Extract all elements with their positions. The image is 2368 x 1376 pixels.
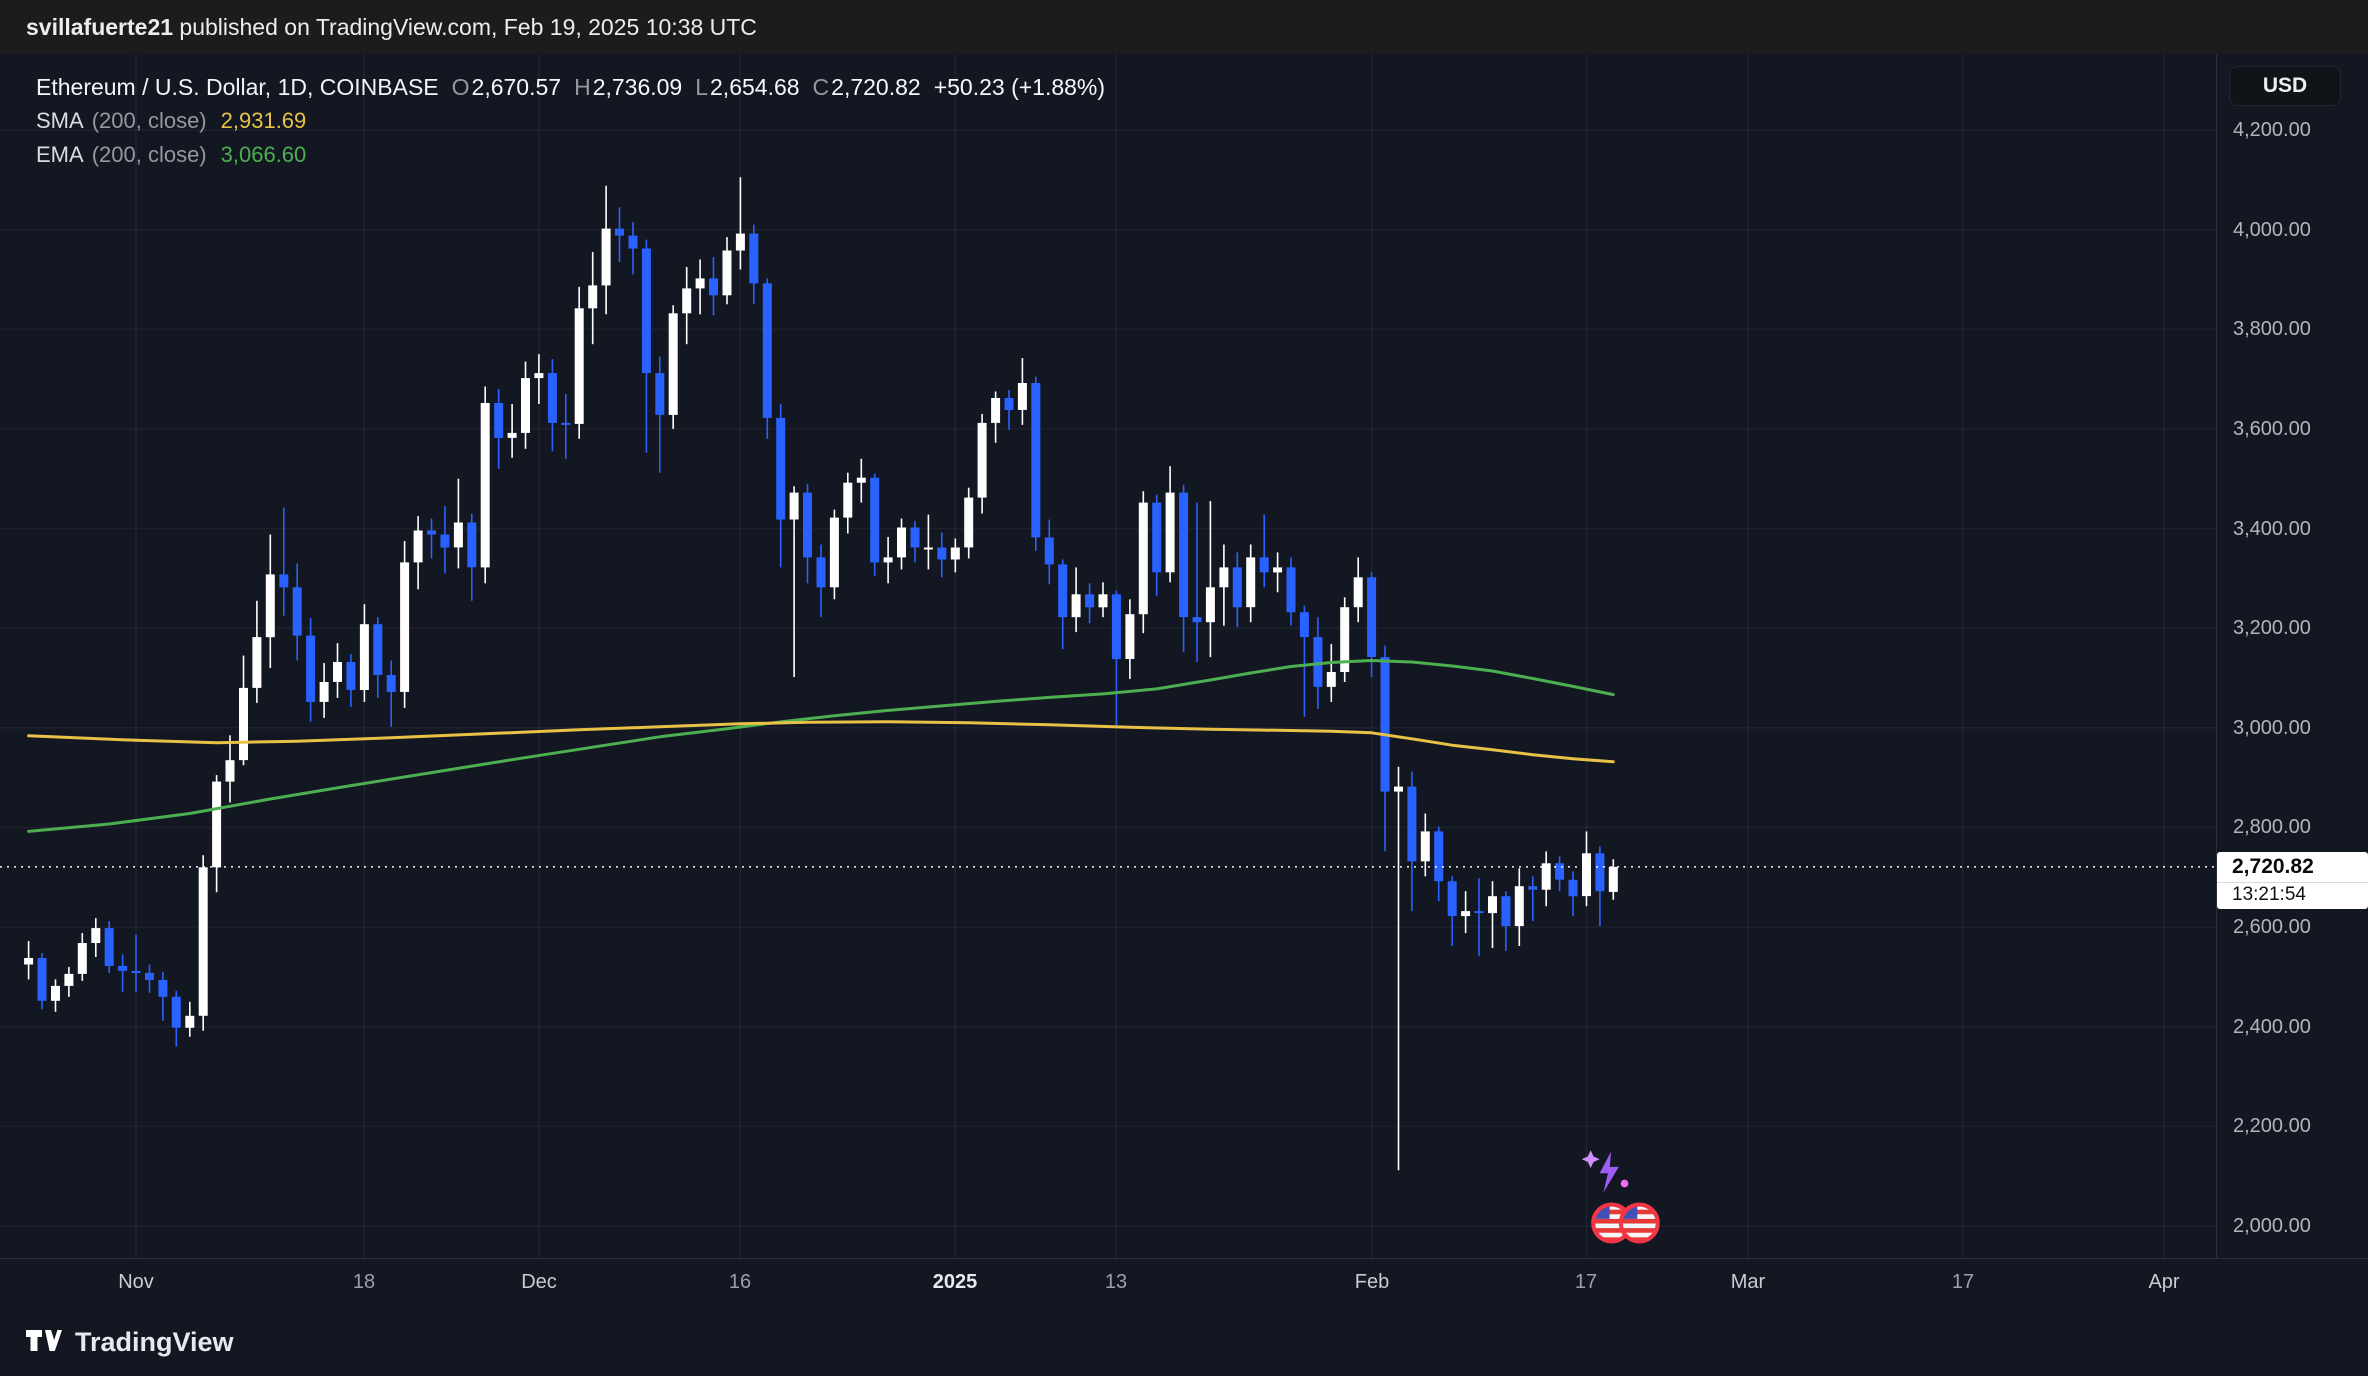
time-tick-label: Nov — [118, 1271, 154, 1293]
price-tick-label: 3,200.00 — [2233, 617, 2311, 639]
ema-name: EMA — [36, 142, 84, 167]
publisher-username: svillafuerte21 — [26, 13, 174, 40]
us-flag-event-icon[interactable] — [1586, 1197, 1666, 1249]
price-tick-label: 3,600.00 — [2233, 418, 2311, 440]
publish-text: svillafuerte21 published on TradingView.… — [26, 14, 757, 41]
sma-legend-row: SMA (200, close) 2,931.69 — [36, 104, 1105, 138]
symbol-legend-row: Ethereum / U.S. Dollar, 1D, COINBASE O2,6… — [36, 70, 1105, 104]
ema-legend-row: EMA (200, close) 3,066.60 — [36, 138, 1105, 172]
tradingview-logo[interactable] — [26, 1328, 62, 1356]
ema-params: (200, close) — [91, 142, 207, 167]
ema-value: 3,066.60 — [220, 142, 307, 167]
price-tick-label: 3,000.00 — [2233, 717, 2311, 739]
time-tick-label: 13 — [1104, 1271, 1128, 1293]
publish-header: svillafuerte21 published on TradingView.… — [0, 0, 2368, 54]
time-tick-label: Dec — [521, 1271, 557, 1293]
ohlc-high-label: H — [574, 74, 591, 100]
time-tick-label: Feb — [1354, 1271, 1390, 1293]
ohlc-close-label: C — [812, 74, 830, 100]
price-tick-label: 2,000.00 — [2233, 1215, 2311, 1237]
price-axis[interactable]: USD 4,200.00 4,000.00 3,800.00 3,600.00 3,40… — [2216, 54, 2368, 1258]
time-tick-label: Apr — [2148, 1271, 2180, 1293]
price-tick-label: 2,800.00 — [2233, 816, 2311, 838]
time-tick-label: 18 — [352, 1271, 376, 1293]
price-tick-label: 4,000.00 — [2233, 219, 2311, 241]
candlestick-plot[interactable] — [0, 54, 2216, 1258]
publish-text-rest: published on TradingView.com, Feb 19, 20… — [173, 13, 757, 40]
chart-area: Ethereum / U.S. Dollar, 1D, COINBASE O2,6… — [0, 54, 2368, 1308]
price-tick-label: 2,200.00 — [2233, 1115, 2311, 1137]
price-tick-label: 3,800.00 — [2233, 318, 2311, 340]
price-tick-label: 4,200.00 — [2233, 119, 2311, 141]
time-tick-label: Mar — [1730, 1271, 1766, 1293]
sma-params: (200, close) — [91, 108, 207, 133]
sparkle-event-icon[interactable] — [1580, 1149, 1632, 1195]
ohlc-open-value: 2,670.57 — [471, 74, 562, 100]
price-tick-label: 2,600.00 — [2233, 916, 2311, 938]
price-tick-label: 3,400.00 — [2233, 518, 2311, 540]
currency-toggle-button[interactable]: USD — [2229, 66, 2341, 106]
change-value: +50.23 (+1.88%) — [933, 74, 1106, 100]
time-tick-label: 17 — [1951, 1271, 1975, 1293]
sma-name: SMA — [36, 108, 84, 133]
symbol-title: Ethereum / U.S. Dollar, 1D, COINBASE — [36, 74, 439, 100]
time-axis[interactable]: Nov 18 Dec 16 2025 13 Feb 17 Mar 17 Apr — [0, 1258, 2368, 1308]
ohlc-close-value: 2,720.82 — [831, 74, 921, 100]
chart-legend: Ethereum / U.S. Dollar, 1D, COINBASE O2,6… — [36, 70, 1105, 172]
ohlc-open-label: O — [451, 74, 470, 100]
ohlc-low-value: 2,654.68 — [710, 74, 800, 100]
time-tick-label: 16 — [728, 1271, 752, 1293]
time-tick-label: 2025 — [932, 1271, 978, 1293]
time-tick-label: 17 — [1574, 1271, 1598, 1293]
bar-close-countdown: 13:21:54 — [2217, 882, 2368, 909]
ohlc-high-value: 2,736.09 — [592, 74, 683, 100]
price-tick-label: 2,400.00 — [2233, 1016, 2311, 1038]
page-footer: TradingView — [0, 1308, 2368, 1376]
last-price-value: 2,720.82 — [2217, 852, 2368, 882]
last-price-badge: 2,720.82 13:21:54 — [2217, 852, 2368, 909]
sma-value: 2,931.69 — [220, 108, 307, 133]
brand-name: TradingView — [75, 1326, 234, 1357]
ohlc-low-label: L — [695, 74, 709, 100]
